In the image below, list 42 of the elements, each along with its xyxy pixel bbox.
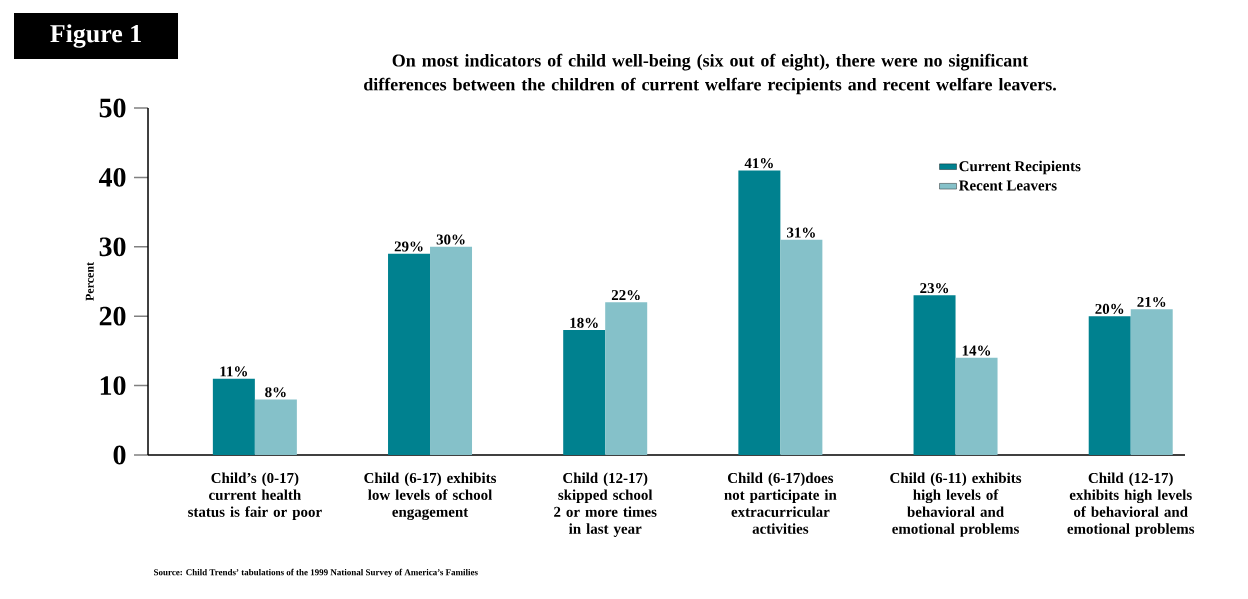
legend-label: Recent Leavers [958,180,1057,191]
bar [430,246,473,455]
x-tick-label: Child’s (0-17) current health status is fair or poor [188,472,322,520]
x-tick-label: Child (12-17) exhibits high levels of behavioral and emotional problems [1067,472,1195,537]
bar [913,295,956,455]
y-axis-title: Percent [85,262,94,301]
chart-title: On most indicators of child well-being (six out of eight), there were no significant differences between the children of current welfare recipients and recent welfare leavers. [364,53,1056,95]
bar [212,378,255,455]
data-label: 22% [611,289,640,301]
bar [1130,309,1173,455]
y-tick-label: 40 [98,167,126,187]
source-note: Source: Child Trends’ tabulations of the 1999 National Survey of America’s Families [154,568,478,578]
data-label: 20% [1095,303,1124,314]
bar [388,253,431,455]
bar [738,170,781,455]
bar [563,330,606,455]
data-label: 11% [220,366,247,377]
bar [1088,316,1131,455]
y-tick-label: 0 [113,445,126,465]
bar [780,239,823,455]
data-label: 14% [962,345,991,356]
x-tick-label: Child (6-17)does not participate in extracurricular activities [724,472,837,534]
data-label: 8% [265,387,286,398]
data-label: 41% [744,158,773,169]
bar [254,399,297,455]
legend-label: Current Recipients [959,160,1081,175]
x-tick-label: Child (6-11) exhibits high levels of behavioral and emotional problems [890,472,1022,537]
data-label: 30% [436,234,465,245]
bar [605,302,648,455]
x-tick-label: Child (12-17) skipped school 2 or more times in last year [554,472,657,537]
data-label: 18% [570,317,598,328]
y-tick-label: 10 [100,376,126,395]
data-label: 31% [786,227,815,238]
y-tick-label: 50 [99,98,126,118]
y-tick-label: 30 [99,237,126,257]
x-tick-label: Child (6-17) exhibits low levels of school engagement [364,472,497,521]
bar [955,357,998,455]
data-label: 21% [1137,296,1166,308]
data-label: 29% [394,241,423,252]
caption: Figure 1 [50,24,141,48]
y-tick-label: 20 [99,306,126,326]
data-label: 23% [920,283,949,294]
